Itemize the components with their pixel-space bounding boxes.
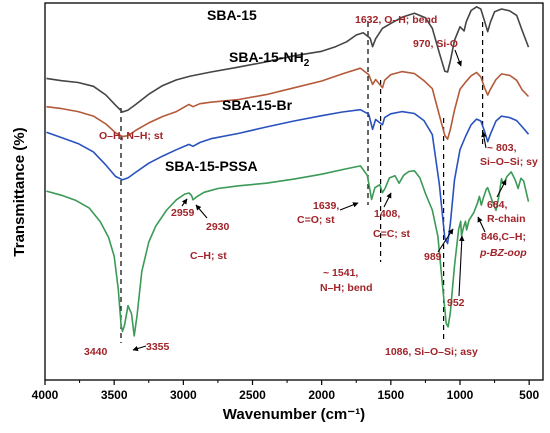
annotation-1541-b: N–H; bend xyxy=(320,282,373,294)
annotation-684-b: R-chain xyxy=(487,213,526,225)
arrow-3355 xyxy=(132,345,147,352)
annotation-989: 989 xyxy=(424,251,442,263)
annotation-1541-a: ~ 1541, xyxy=(323,267,358,279)
arrow-846 xyxy=(477,216,486,233)
annotation-1408-b: C=C; st xyxy=(373,228,411,240)
series-label-sba15: SBA-15 xyxy=(207,7,257,23)
series-label-sba15-nh2: SBA-15-NH2 xyxy=(229,49,310,69)
annotation-846-a: 846,C–H; xyxy=(481,231,526,243)
annotation-970: 970, Si-O xyxy=(413,38,458,50)
annotation-1639-b: C=O; st xyxy=(297,214,335,226)
x-axis: 4000 3500 3000 2500 2000 1500 1000 500 xyxy=(32,380,539,402)
annotation-arrows xyxy=(132,49,507,352)
annotation-684-a: 684, xyxy=(487,199,508,211)
x-tick-label-1000: 1000 xyxy=(447,388,474,402)
annotation-1632: 1632, O–H; bend xyxy=(355,14,437,26)
x-tick-label-2500: 2500 xyxy=(239,388,266,402)
series-line-3 xyxy=(46,165,530,337)
x-tick-label-3500: 3500 xyxy=(101,388,128,402)
series-label-sba15-br: SBA-15-Br xyxy=(222,97,293,113)
x-tick-label-2000: 2000 xyxy=(308,388,335,402)
y-axis-title: Transmittance (%) xyxy=(11,127,28,256)
series-label-sba15-nh2-main: SBA-15-NH xyxy=(229,49,304,65)
arrow-803 xyxy=(481,131,487,149)
arrow-2959 xyxy=(181,198,188,207)
arrow-1408 xyxy=(383,192,392,208)
x-tick-label-1500: 1500 xyxy=(377,388,404,402)
arrow-2930 xyxy=(195,204,208,219)
x-axis-title-text: Wavenumber (cm⁻¹) xyxy=(223,406,365,423)
annotation-1639-a: 1639, xyxy=(313,200,339,212)
series-line-0 xyxy=(46,6,530,113)
annotation-803-a: ~ 803, xyxy=(487,142,517,154)
series-line-2 xyxy=(46,108,530,245)
series-layer xyxy=(46,6,530,337)
peak-guide-lines xyxy=(120,22,484,343)
annotation-952: 952 xyxy=(447,297,465,309)
annotation-3355: 3355 xyxy=(146,341,170,353)
arrow-684 xyxy=(496,179,507,198)
plot-area-frame xyxy=(44,2,544,381)
x-axis-title: Wavenumber (cm⁻¹) xyxy=(223,406,365,423)
annotation-2959: 2959 xyxy=(171,207,195,219)
series-label-sba15-pssa: SBA-15-PSSA xyxy=(165,158,258,174)
x-tick-label-3000: 3000 xyxy=(170,388,197,402)
annotation-3440: 3440 xyxy=(84,346,108,358)
series-label-sba15-nh2-subscript: 2 xyxy=(304,58,310,69)
arrow-1639 xyxy=(339,202,359,211)
x-tick-label-4000: 4000 xyxy=(32,388,59,402)
arrow-970 xyxy=(454,49,462,67)
arrow-952 xyxy=(458,235,465,297)
annotation-ch-st: C–H; st xyxy=(190,250,227,262)
annotation-803-b: Si–O–Si; sy xyxy=(480,156,538,168)
annotation-846-b: p-BZ-oop xyxy=(479,247,527,259)
annotation-1086: 1086, Si–O–Si; asy xyxy=(385,346,478,358)
annotation-1408-a: 1408, xyxy=(374,208,400,220)
series-line-1 xyxy=(46,67,530,140)
annotation-oh-nh: O–H, N–H; st xyxy=(99,130,164,142)
arrow-989 xyxy=(437,228,454,253)
annotation-2930: 2930 xyxy=(206,221,230,233)
x-tick-label-500: 500 xyxy=(519,388,539,402)
